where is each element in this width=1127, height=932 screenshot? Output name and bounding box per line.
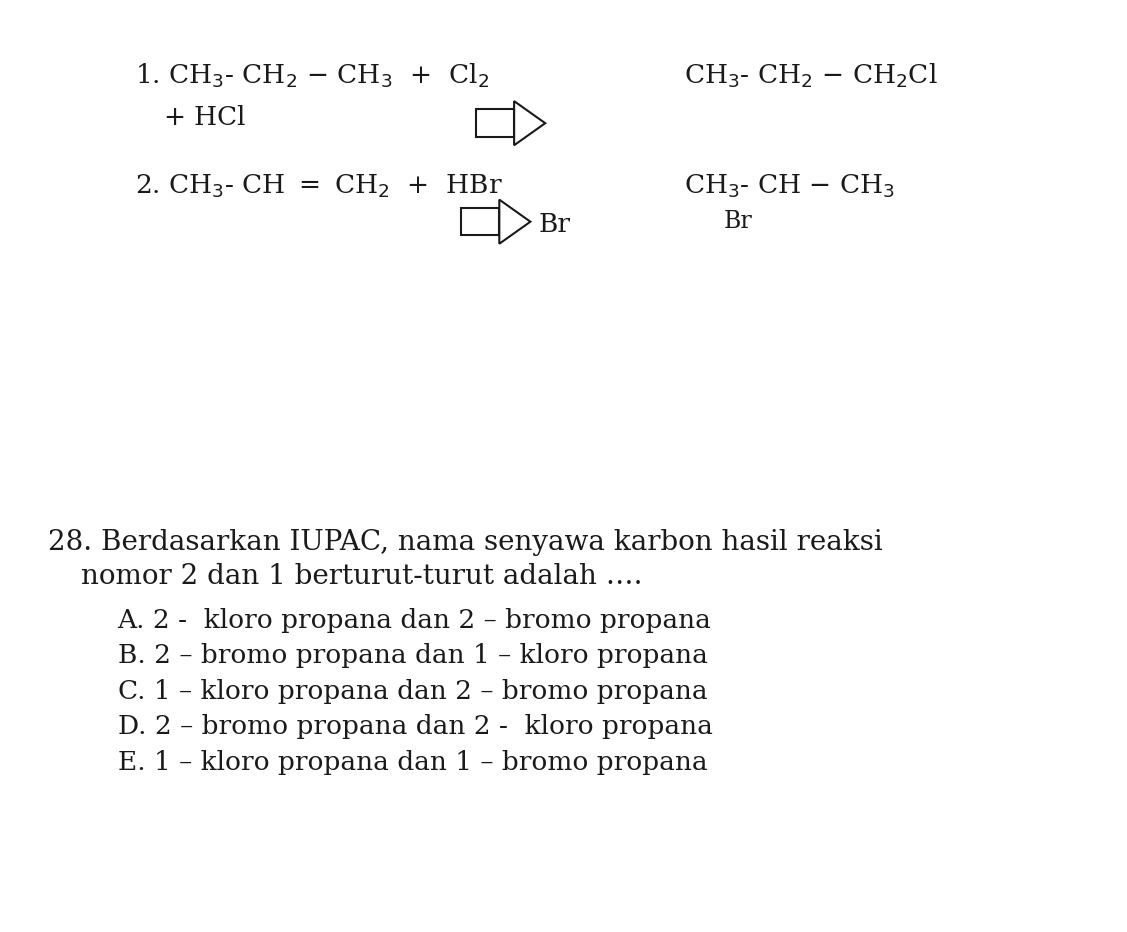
Bar (476, 109, 514, 137)
Text: E. 1 – kloro propana dan 1 – bromo propana: E. 1 – kloro propana dan 1 – bromo propa… (117, 749, 707, 774)
Text: D. 2 – bromo propana dan 2 -  kloro propana: D. 2 – bromo propana dan 2 - kloro propa… (117, 714, 712, 739)
Bar (461, 208, 499, 236)
Text: C. 1 – kloro propana dan 2 – bromo propana: C. 1 – kloro propana dan 2 – bromo propa… (117, 678, 707, 704)
Text: Br: Br (539, 212, 570, 237)
Text: CH$_3$- CH$_2$ $-$ CH$_2$Cl: CH$_3$- CH$_2$ $-$ CH$_2$Cl (683, 62, 938, 89)
Text: 1. CH$_3$- CH$_2$ $-$ CH$_3$  +  Cl$_2$: 1. CH$_3$- CH$_2$ $-$ CH$_3$ + Cl$_2$ (135, 62, 489, 89)
Text: B. 2 – bromo propana dan 1 – kloro propana: B. 2 – bromo propana dan 1 – kloro propa… (117, 643, 708, 668)
Text: 28. Berdasarkan IUPAC, nama senyawa karbon hasil reaksi: 28. Berdasarkan IUPAC, nama senyawa karb… (48, 529, 884, 556)
Text: Br: Br (724, 210, 753, 233)
Text: 2. CH$_3$- CH $=$ CH$_2$  +  HBr: 2. CH$_3$- CH $=$ CH$_2$ + HBr (135, 172, 503, 200)
Text: $+$ HCl: $+$ HCl (163, 105, 247, 130)
Text: A. 2 -  kloro propana dan 2 – bromo propana: A. 2 - kloro propana dan 2 – bromo propa… (117, 608, 711, 633)
Text: nomor 2 dan 1 berturut-turut adalah ….: nomor 2 dan 1 berturut-turut adalah …. (81, 563, 642, 590)
Text: CH$_3$- CH $-$ CH$_3$: CH$_3$- CH $-$ CH$_3$ (683, 172, 895, 200)
